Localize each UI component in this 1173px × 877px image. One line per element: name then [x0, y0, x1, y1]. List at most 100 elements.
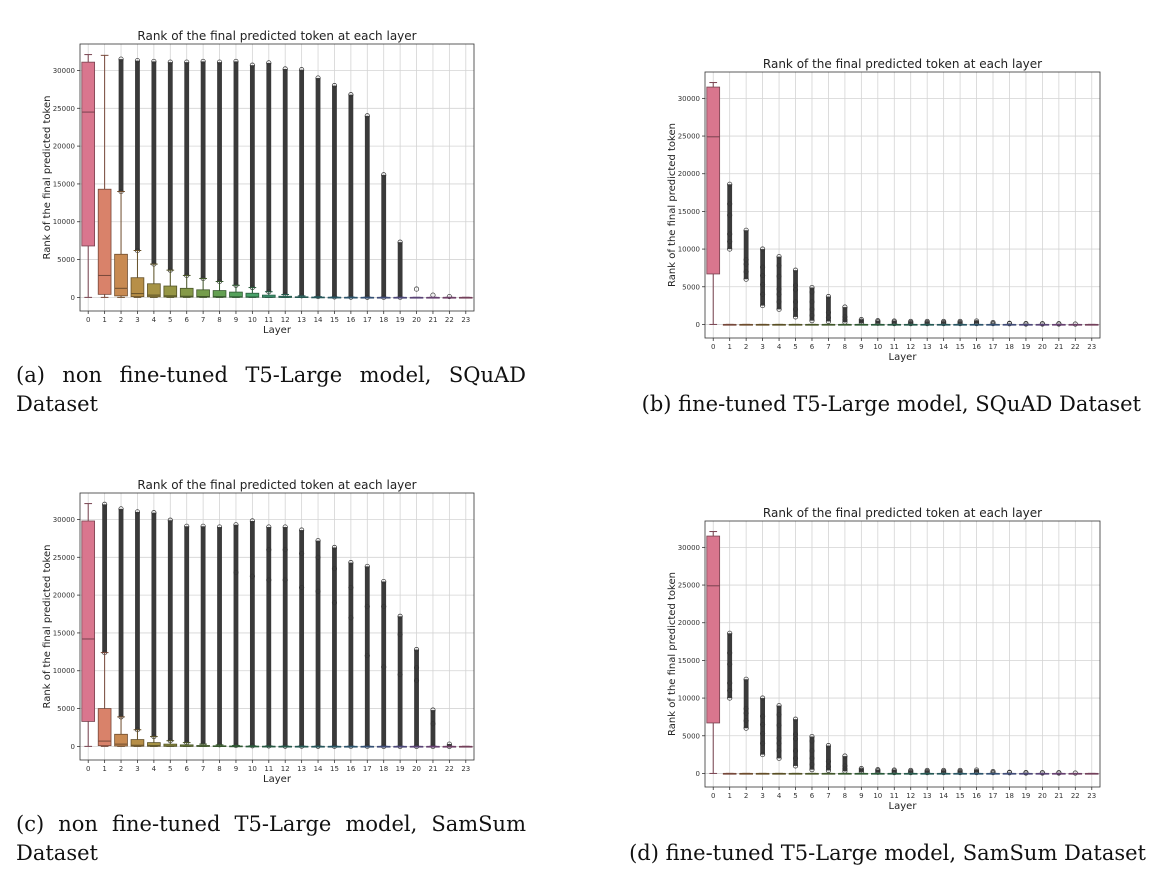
- outlier-point: [842, 317, 848, 323]
- x-tick-label: 20: [412, 316, 421, 324]
- outlier-point: [776, 263, 782, 269]
- box-layer-7: [196, 58, 210, 298]
- box-layer-6: [805, 733, 819, 775]
- x-tick-label: 18: [379, 765, 388, 773]
- box-layer-23: [1084, 323, 1099, 326]
- y-tick-label: 30000: [53, 516, 75, 524]
- box-layer-16: [344, 92, 358, 300]
- outlier-point: [331, 600, 338, 606]
- box-layer-3: [130, 509, 145, 747]
- outlier-point: [776, 299, 782, 305]
- outlier-band: [217, 527, 222, 745]
- outlier-point: [118, 506, 124, 512]
- box-iqr: [130, 739, 145, 747]
- outlier-point: [315, 75, 321, 81]
- y-tick-label: 5000: [682, 732, 700, 740]
- y-tick-label: 0: [696, 321, 700, 329]
- box-layer-13: [294, 527, 309, 749]
- outlier-point: [397, 671, 403, 678]
- x-tick-label: 20: [412, 765, 421, 773]
- y-tick-label: 0: [71, 294, 75, 302]
- chart-title: Rank of the final predicted token at eac…: [763, 57, 1042, 71]
- y-tick-label: 20000: [53, 143, 75, 151]
- box-layer-3: [130, 58, 145, 298]
- outlier-point: [941, 767, 947, 773]
- x-tick-label: 2: [744, 343, 748, 351]
- outlier-point: [430, 721, 436, 727]
- outlier-point: [760, 246, 766, 252]
- outlier-point: [266, 577, 272, 583]
- outlier-point: [727, 650, 733, 656]
- outlier-band: [727, 184, 733, 250]
- outlier-band: [167, 62, 173, 271]
- y-tick-label: 25000: [53, 105, 75, 113]
- outlier-band: [990, 771, 996, 773]
- x-tick-label: 3: [135, 765, 139, 773]
- outlier-point: [299, 527, 305, 533]
- box-iqr: [147, 283, 161, 298]
- outlier-band: [118, 59, 124, 192]
- box-layer-5: [788, 716, 803, 775]
- outlier-point: [233, 569, 239, 575]
- x-tick-label: 23: [1087, 792, 1096, 800]
- x-tick-label: 0: [711, 792, 715, 800]
- outlier-point: [282, 66, 288, 72]
- outlier-band: [908, 770, 914, 773]
- box-layer-9: [229, 58, 243, 298]
- box-layer-22: [1068, 770, 1083, 776]
- outlier-point: [842, 304, 848, 310]
- y-tick-label: 30000: [678, 95, 700, 103]
- outlier-point: [413, 647, 420, 653]
- y-tick-label: 20000: [678, 170, 700, 178]
- x-tick-label: 14: [314, 316, 323, 324]
- outlier-point: [743, 269, 749, 275]
- box-layer-10: [245, 518, 260, 749]
- y-tick-label: 10000: [678, 695, 700, 703]
- x-tick-label: 10: [248, 765, 257, 773]
- y-tick-label: 5000: [682, 283, 700, 291]
- box-layer-20: [1035, 770, 1050, 776]
- x-tick-label: 1: [727, 343, 731, 351]
- box-layer-19: [1019, 769, 1033, 776]
- outlier-point: [776, 712, 782, 718]
- x-tick-label: 11: [890, 792, 899, 800]
- outlier-point: [809, 733, 815, 740]
- outlier-point: [299, 584, 305, 591]
- x-tick-label: 10: [248, 316, 257, 324]
- outlier-point: [397, 613, 403, 619]
- outlier-point: [792, 755, 799, 761]
- outlier-point: [908, 318, 914, 324]
- x-tick-label: 5: [793, 792, 797, 800]
- outlier-band: [249, 520, 255, 746]
- x-tick-label: 15: [330, 765, 339, 773]
- outlier-band: [793, 719, 798, 766]
- box-layer-18: [376, 172, 391, 300]
- outlier-band: [299, 69, 305, 296]
- x-tick-label: 9: [234, 765, 238, 773]
- outlier-point: [891, 321, 897, 327]
- outlier-point: [776, 740, 782, 746]
- outlier-point: [233, 522, 239, 528]
- x-tick-label: 15: [330, 316, 339, 324]
- box-iqr: [163, 285, 178, 298]
- outlier-point: [727, 695, 733, 701]
- y-tick-label: 15000: [53, 629, 75, 637]
- box-layer-8: [212, 59, 227, 298]
- outlier-band: [974, 321, 979, 324]
- outlier-point: [957, 767, 963, 773]
- outlier-band: [941, 321, 947, 324]
- outlier-point: [331, 566, 338, 572]
- x-tick-label: 3: [760, 792, 764, 800]
- y-tick-label: 25000: [678, 582, 700, 590]
- outlier-point: [809, 767, 815, 773]
- outlier-point: [151, 510, 157, 516]
- outlier-band: [990, 322, 996, 324]
- outlier-point: [727, 238, 733, 245]
- y-tick-label: 30000: [678, 544, 700, 552]
- x-tick-label: 13: [297, 316, 306, 324]
- x-tick-label: 4: [152, 765, 157, 773]
- box-layer-11: [261, 524, 276, 749]
- outlier-band: [793, 270, 798, 317]
- outlier-point: [891, 318, 897, 324]
